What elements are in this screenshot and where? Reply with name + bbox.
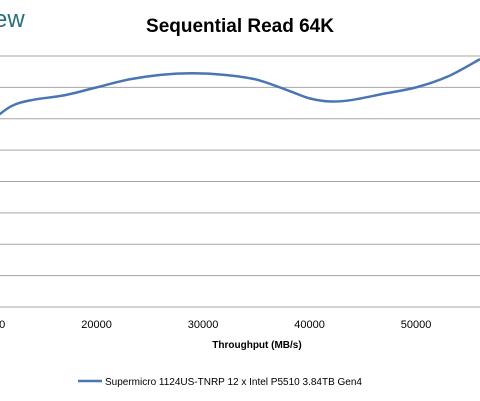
x-axis-label: Throughput (MB/s)	[212, 340, 301, 351]
x-tick-label: 30000	[188, 319, 219, 331]
gridlines	[0, 55, 480, 308]
x-tick-label: 50000	[401, 319, 432, 331]
chart-title: Sequential Read 64K	[146, 16, 334, 37]
series-line-0	[0, 58, 480, 116]
logo-text: ew	[0, 6, 25, 33]
legend-label: Supermicro 1124US-TNRP 12 x Intel P5510 …	[105, 377, 362, 388]
x-tick-label: 10000	[0, 319, 5, 331]
x-tick-label: 20000	[81, 319, 112, 331]
x-tick-labels: 10000 20000 30000 40000 50000	[0, 319, 431, 331]
series-lines	[0, 58, 480, 116]
x-tick-label: 40000	[294, 319, 325, 331]
